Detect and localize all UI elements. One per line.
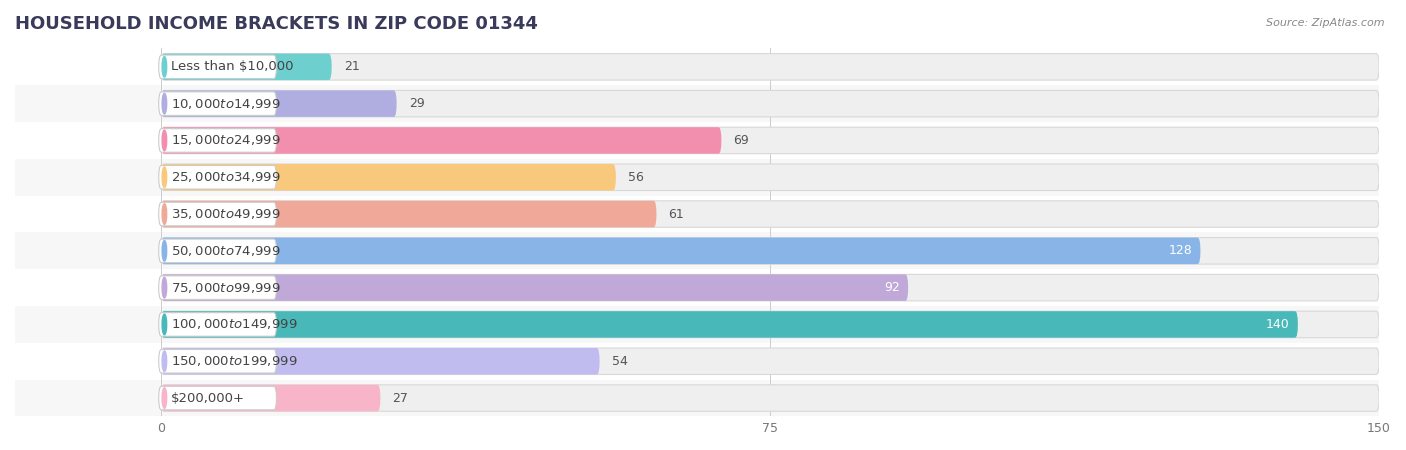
Text: 21: 21 (344, 60, 360, 73)
Bar (15, 380, 1379, 416)
Text: Source: ZipAtlas.com: Source: ZipAtlas.com (1267, 18, 1385, 28)
Text: $200,000+: $200,000+ (172, 392, 245, 405)
Bar (15, 49, 1379, 85)
Bar (15, 85, 1379, 122)
Circle shape (162, 351, 167, 372)
FancyBboxPatch shape (162, 274, 1379, 301)
FancyBboxPatch shape (162, 127, 1379, 154)
Text: 92: 92 (884, 281, 900, 294)
FancyBboxPatch shape (162, 348, 599, 374)
FancyBboxPatch shape (162, 311, 1298, 338)
Circle shape (162, 130, 167, 151)
FancyBboxPatch shape (162, 90, 1379, 117)
Text: 128: 128 (1168, 244, 1192, 257)
Circle shape (162, 241, 167, 261)
Text: $10,000 to $14,999: $10,000 to $14,999 (172, 97, 281, 111)
Bar (15, 196, 1379, 233)
FancyBboxPatch shape (159, 202, 277, 226)
FancyBboxPatch shape (159, 239, 277, 263)
FancyBboxPatch shape (162, 164, 616, 190)
Circle shape (162, 314, 167, 335)
Text: 29: 29 (409, 97, 425, 110)
Text: 54: 54 (612, 355, 627, 368)
Text: $15,000 to $24,999: $15,000 to $24,999 (172, 134, 281, 148)
Circle shape (162, 93, 167, 114)
Text: $35,000 to $49,999: $35,000 to $49,999 (172, 207, 281, 221)
Text: 140: 140 (1265, 318, 1289, 331)
FancyBboxPatch shape (162, 90, 396, 117)
Circle shape (162, 388, 167, 408)
FancyBboxPatch shape (162, 127, 721, 154)
Circle shape (162, 167, 167, 188)
FancyBboxPatch shape (159, 129, 277, 152)
FancyBboxPatch shape (162, 348, 1379, 374)
FancyBboxPatch shape (162, 164, 1379, 190)
FancyBboxPatch shape (159, 386, 277, 410)
FancyBboxPatch shape (159, 166, 277, 189)
Text: 69: 69 (734, 134, 749, 147)
Text: $75,000 to $99,999: $75,000 to $99,999 (172, 281, 281, 295)
Text: $150,000 to $199,999: $150,000 to $199,999 (172, 354, 298, 368)
Text: HOUSEHOLD INCOME BRACKETS IN ZIP CODE 01344: HOUSEHOLD INCOME BRACKETS IN ZIP CODE 01… (15, 15, 538, 33)
Text: 61: 61 (669, 207, 685, 220)
Text: 27: 27 (392, 392, 408, 405)
Circle shape (162, 57, 167, 77)
FancyBboxPatch shape (162, 385, 1379, 411)
Text: $100,000 to $149,999: $100,000 to $149,999 (172, 317, 298, 332)
FancyBboxPatch shape (162, 54, 332, 80)
Text: $25,000 to $34,999: $25,000 to $34,999 (172, 170, 281, 184)
Bar (15, 122, 1379, 159)
FancyBboxPatch shape (162, 238, 1379, 264)
FancyBboxPatch shape (162, 201, 1379, 227)
FancyBboxPatch shape (159, 92, 277, 115)
Text: 56: 56 (628, 171, 644, 184)
Circle shape (162, 277, 167, 298)
Text: $50,000 to $74,999: $50,000 to $74,999 (172, 244, 281, 258)
FancyBboxPatch shape (159, 276, 277, 299)
Text: Less than $10,000: Less than $10,000 (172, 60, 294, 73)
Circle shape (162, 204, 167, 225)
FancyBboxPatch shape (159, 350, 277, 373)
FancyBboxPatch shape (162, 201, 657, 227)
Bar (15, 306, 1379, 343)
FancyBboxPatch shape (159, 55, 277, 79)
FancyBboxPatch shape (162, 238, 1201, 264)
Bar (15, 159, 1379, 196)
FancyBboxPatch shape (162, 311, 1379, 338)
FancyBboxPatch shape (162, 54, 1379, 80)
Bar (15, 269, 1379, 306)
FancyBboxPatch shape (162, 385, 381, 411)
FancyBboxPatch shape (162, 274, 908, 301)
Bar (15, 233, 1379, 269)
FancyBboxPatch shape (159, 313, 277, 336)
Bar (15, 343, 1379, 380)
